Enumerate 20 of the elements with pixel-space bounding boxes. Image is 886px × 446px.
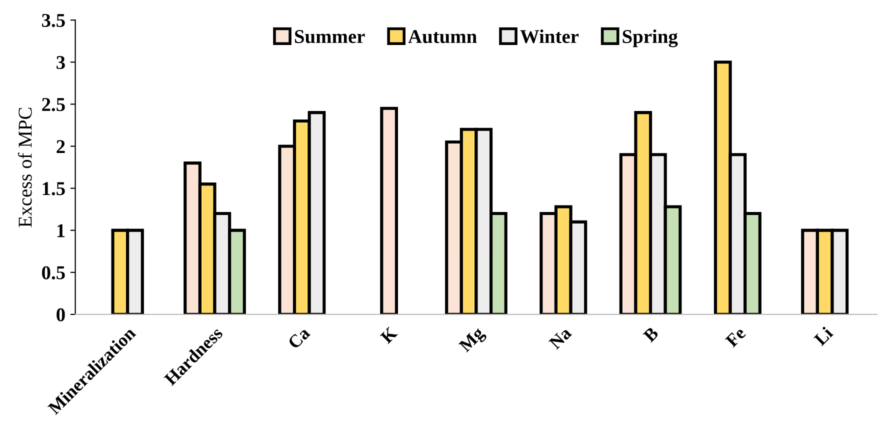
y-tick-label: 2 [56,140,65,153]
legend-label: Summer [294,30,365,44]
y-tick-label: 2.5 [42,98,65,112]
legend-label: Spring [622,29,678,48]
y-tick-label: 3 [56,56,65,70]
y-tick-label: 1.5 [42,182,65,196]
x-tick-label: Li [813,326,834,346]
x-tick-label: Na [548,326,572,350]
legend-label: Winter [520,29,579,44]
x-tick-label: Fe [724,326,746,348]
y-tick-label: 0.5 [42,266,65,280]
x-tick-label: Ca [287,326,311,350]
y-tick-label: 0 [56,308,65,322]
y-axis-title: Excess of MPC [18,108,32,228]
y-tick-label: 1 [57,224,65,238]
x-tick-label: B [642,326,660,343]
y-tick-label: 3.5 [42,14,65,28]
legend-label: Autumn [408,30,477,44]
x-tick-label: K [380,326,398,344]
x-tick-label: Mg [458,326,488,356]
